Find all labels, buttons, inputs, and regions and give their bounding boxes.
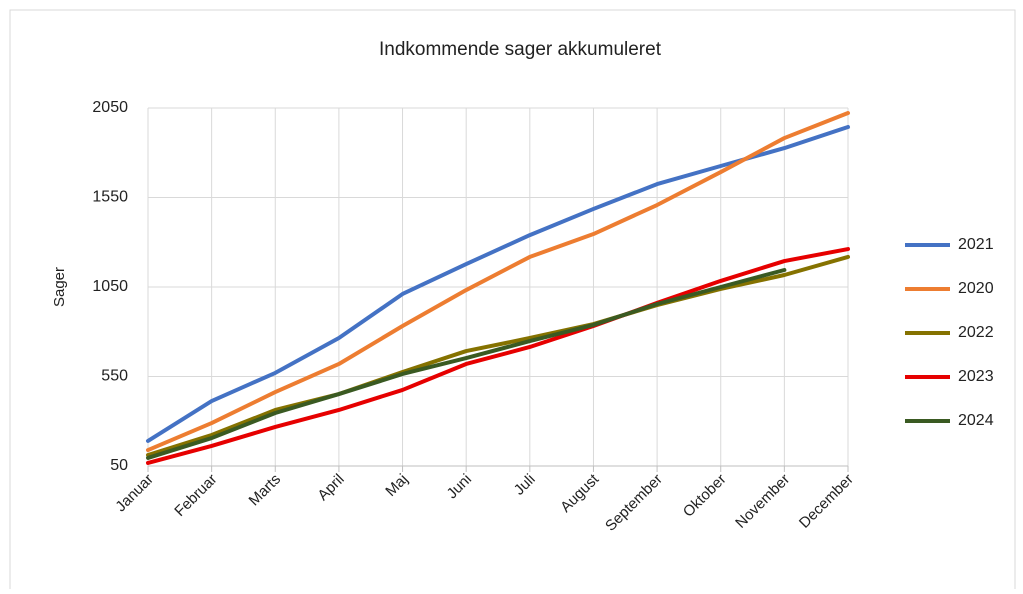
y-tick-label: 2050 [92, 99, 128, 116]
legend-label: 2022 [958, 324, 994, 341]
legend-label: 2024 [958, 412, 994, 429]
series-line [146, 254, 850, 458]
y-tick-label: 1050 [92, 278, 128, 295]
y-tick-label: 1550 [92, 189, 128, 206]
series-line [146, 111, 850, 453]
chart-frame [9, 9, 1016, 591]
chart-title: Indkommende sager akkumuleret [379, 39, 662, 60]
series-line [146, 267, 787, 460]
legend-label: 2023 [958, 368, 994, 385]
legend-label: 2020 [958, 280, 994, 297]
y-tick-label: 550 [101, 368, 128, 385]
y-axis-label: Sager [51, 267, 68, 307]
series-line [146, 124, 850, 443]
y-tick-label: 50 [110, 457, 128, 474]
legend-label: 2021 [958, 236, 994, 253]
series-line [146, 247, 850, 465]
